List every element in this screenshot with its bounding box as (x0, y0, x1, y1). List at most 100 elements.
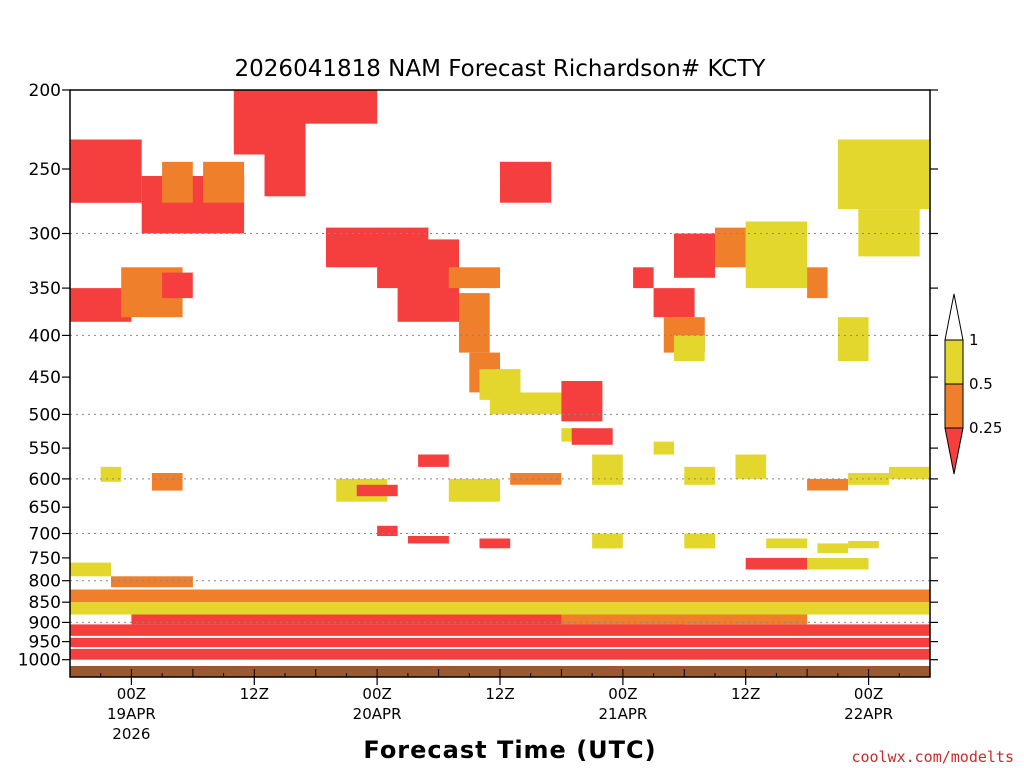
ri-cell-mid (807, 478, 849, 491)
y-tick-label-500: 500 (29, 405, 61, 425)
colorbar-label-0-25: 0.25 (969, 419, 1002, 437)
y-tick-label-600: 600 (29, 470, 61, 490)
ri-cell-low (70, 624, 930, 636)
ri-cell-mid (459, 293, 490, 353)
y-tick-label-900: 900 (29, 613, 61, 633)
ri-cell-low (356, 484, 398, 497)
ri-cell-mid (111, 576, 193, 588)
x-tick-label: 00Z (362, 685, 391, 703)
ri-cell-low (571, 428, 613, 445)
ri-cell-low (377, 239, 459, 289)
x-tick-label: 12Z (731, 685, 760, 703)
ri-cell-mid (807, 267, 828, 299)
ri-cell-high (684, 466, 715, 485)
credit-text: coolwx.com/modelts (851, 748, 1014, 766)
ri-cell-high (592, 454, 623, 485)
ri-cell-high (100, 466, 122, 482)
ri-cell-low (633, 267, 654, 289)
colorbar-band-high (944, 339, 964, 385)
ri-cell-high (889, 139, 930, 210)
ri-cell-low (377, 525, 398, 536)
y-axis-pressure: 200 250 300 350 400 450 500 550 600 650 700 750 8008… (18, 81, 938, 671)
y-tick-label-750: 750 (29, 549, 61, 569)
x-tick-date: 20APR (353, 705, 402, 723)
ri-cell-high (807, 557, 869, 570)
ri-cell-low (131, 614, 685, 625)
ri-cell-low (70, 139, 142, 203)
ri-cell-mid (151, 473, 183, 491)
x-tick-label: 00Z (117, 685, 146, 703)
ri-cell-low (407, 536, 449, 544)
ri-cell-high (70, 562, 111, 577)
ri-cell-low (674, 233, 715, 278)
ri-cell-high (592, 533, 623, 549)
y-tick-label-200: 200 (29, 81, 61, 101)
ri-cell-high (653, 441, 675, 455)
y-tick-label-400: 400 (29, 326, 61, 346)
ri-cell-low (70, 648, 930, 660)
colorbar-upper-arrow (944, 293, 964, 341)
ri-cell-mid (162, 161, 193, 203)
ri-cell-high (848, 541, 879, 549)
y-tick-label-450: 450 (29, 368, 61, 388)
x-tick-label: 00Z (854, 685, 883, 703)
colorbar-label-1: 1 (969, 331, 979, 349)
surface-line (70, 663, 930, 666)
ri-cell-high (684, 533, 715, 549)
x-tick-label: 12Z (240, 685, 269, 703)
colorbar-band-mid (944, 383, 964, 429)
y-tick-label-700: 700 (29, 525, 61, 545)
ri-cell-low (745, 557, 808, 570)
ri-cell-high (817, 543, 849, 554)
y-tick-label-950: 950 (29, 633, 61, 653)
ri-cell-high (674, 335, 705, 361)
x-tick-label: 00Z (608, 685, 637, 703)
x-axis-forecast-time: 00Z 19APR 2026 12Z 00Z 20APR 12Z 00Z 21APR 12Z 00Z… (69, 669, 931, 743)
ri-cell-low (418, 454, 449, 467)
x-tick-label: 12Z (485, 685, 514, 703)
ri-cell-low (264, 139, 306, 197)
y-tick-label-1000: 1000 (18, 651, 61, 671)
ri-cell-low (561, 381, 603, 422)
x-tick-date: 22APR (844, 705, 893, 723)
y-tick-label-250: 250 (29, 160, 61, 180)
ri-cell-low (653, 288, 695, 318)
y-tick-label-850: 850 (29, 593, 61, 613)
x-axis-label: Forecast Time (UTC) (363, 736, 656, 764)
colorbar-lower-arrow (944, 427, 964, 475)
ri-cell-low (500, 161, 552, 203)
ri-cell-low (70, 288, 132, 322)
ri-cell-mid (510, 473, 562, 485)
ri-cell-high (837, 317, 869, 361)
ri-cell-high (766, 538, 808, 549)
ri-cell-low (162, 272, 193, 299)
y-tick-label-300: 300 (29, 225, 61, 245)
x-tick-date: 19APR (107, 705, 156, 723)
ri-cell-low (397, 283, 459, 322)
ri-cell-mid (715, 227, 746, 268)
y-tick-label-350: 350 (29, 279, 61, 299)
ri-cell-low (479, 538, 511, 549)
colorbar-label-0-5: 0.5 (969, 375, 993, 393)
colorbar-legend: 1 0.5 0.25 (944, 293, 1002, 475)
ri-cell-high (448, 478, 500, 502)
ri-cell-high (735, 454, 767, 479)
y-tick-label-650: 650 (29, 498, 61, 518)
ri-cell-high (489, 392, 562, 415)
richardson-cells (70, 90, 930, 660)
ri-cell-high (889, 466, 930, 479)
ri-cell-low (70, 637, 930, 648)
ri-cell-high (745, 221, 808, 289)
y-tick-label-550: 550 (29, 439, 61, 459)
ri-cell-high (70, 602, 930, 615)
ri-cell-high (858, 209, 920, 257)
ri-cell-mid (203, 161, 245, 203)
y-tick-label-800: 800 (29, 572, 61, 592)
chart-title: 2026041818 NAM Forecast Richardson# KCTY (235, 56, 767, 82)
ri-cell-mid (70, 589, 930, 603)
x-tick-date: 21APR (598, 705, 647, 723)
ri-cell-high (837, 139, 890, 210)
x-tick-year: 2026 (112, 725, 150, 743)
ri-cell-mid (448, 267, 500, 289)
